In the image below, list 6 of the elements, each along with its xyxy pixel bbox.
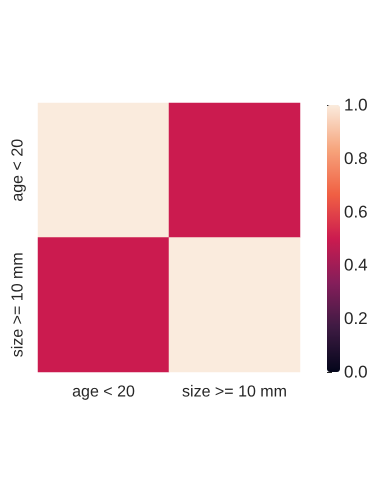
color-bar-label: 0.0 [344, 362, 368, 382]
color-bar-label: 0.8 [344, 148, 368, 168]
color-bar-label: 1.0 [344, 96, 368, 114]
color-bar-label: 0.6 [344, 202, 368, 222]
color-bar-label: 0.2 [344, 309, 368, 328]
color-bar-label: 0.4 [344, 256, 368, 275]
